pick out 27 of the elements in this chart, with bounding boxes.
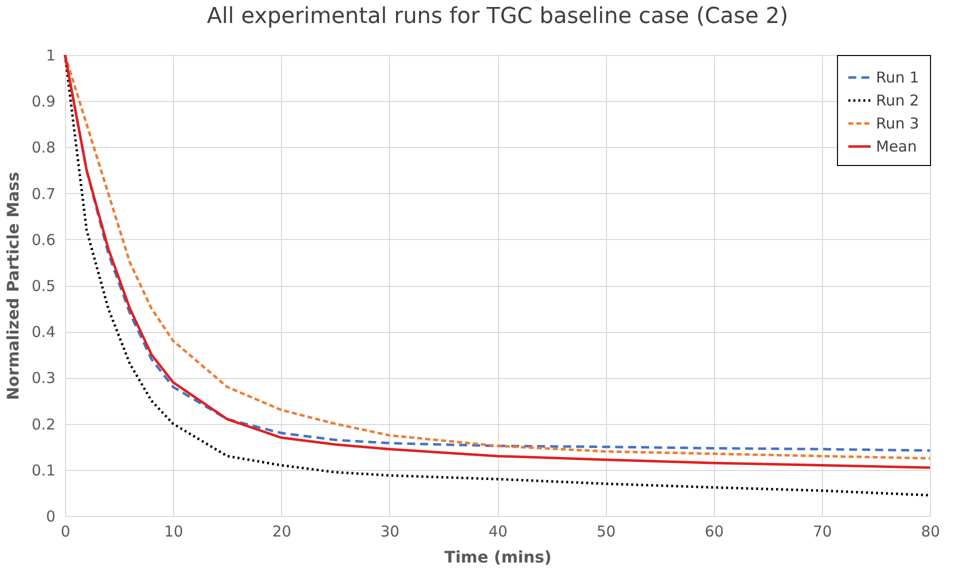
y-tick-label: 0.2: [32, 415, 56, 434]
y-tick-label: 0.4: [32, 323, 56, 342]
x-tick-label: 50: [596, 522, 616, 540]
chart-title: All experimental runs for TGC baseline case (Case 2): [206, 4, 788, 29]
legend-label: Run 1: [876, 68, 920, 86]
x-tick-label: 40: [488, 522, 508, 540]
y-tick-label: 1: [46, 46, 56, 64]
x-tick-label: 10: [164, 522, 184, 540]
legend-label: Run 2: [876, 92, 920, 110]
y-tick-label: 0.3: [32, 369, 56, 388]
y-tick-label: 0.8: [32, 138, 56, 157]
legend-label: Run 3: [876, 114, 920, 132]
legend-label: Mean: [876, 138, 917, 156]
y-tick-label: 0.6: [32, 230, 56, 249]
y-tick-label: 0.5: [32, 277, 56, 295]
y-tick-label: 0: [46, 508, 56, 526]
x-axis-title: Time (mins): [444, 548, 552, 566]
x-tick-label: 80: [920, 522, 940, 540]
x-tick-label: 60: [704, 522, 724, 540]
y-tick-label: 0.1: [32, 461, 56, 480]
x-tick-label: 20: [272, 522, 292, 540]
y-tick-label: 0.7: [32, 184, 56, 203]
y-axis-title: Normalized Particle Mass: [4, 172, 23, 400]
x-tick-label: 0: [60, 522, 70, 540]
y-tick-label: 0.9: [32, 92, 56, 111]
x-tick-label: 30: [380, 522, 400, 540]
x-tick-label: 70: [812, 522, 832, 540]
